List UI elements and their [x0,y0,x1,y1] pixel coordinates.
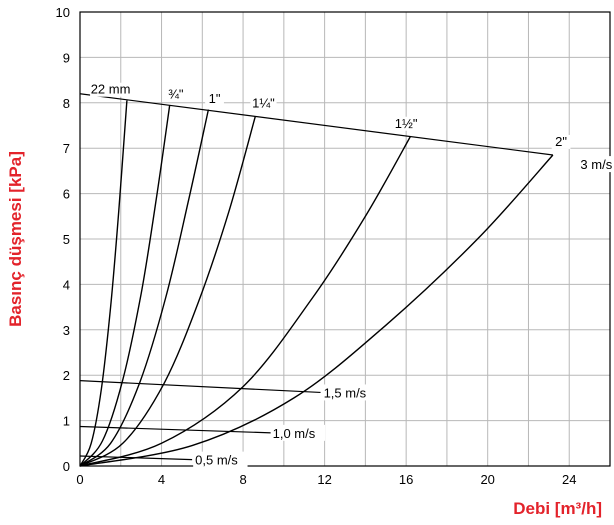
y-tick-label: 2 [63,368,70,383]
pipe-curve [79,109,210,467]
y-tick-label: 1 [63,414,70,429]
y-tick-label: 9 [63,50,70,65]
y-tick-label: 4 [63,277,70,292]
velocity-label: 1,0 m/s [273,426,316,441]
velocity-label: 1,5 m/s [324,385,367,400]
y-tick-label: 7 [63,141,70,156]
plot-frame [79,11,611,467]
velocity-line [79,455,193,461]
velocity-label: 0,5 m/s [195,453,238,468]
label-background [321,384,376,401]
annotations: 22 mm ¾" 1" 1¼" 1½" 2" [90,82,571,149]
y-tick-label: 5 [63,232,70,247]
y-tick-labels: 0 1 2 3 4 5 6 7 8 9 10 [56,5,70,474]
y-tick-label: 10 [56,5,70,20]
pipe-size-label: ¾" [168,86,184,101]
label-background [205,91,224,106]
label-background [270,424,326,441]
pipe-size-label: 2" [555,134,567,149]
y-axis-title: Basınç düşmesi [kPa] [6,151,25,327]
pipe-size-label: 1½" [395,116,418,131]
velocity-line [79,425,272,434]
label-background [166,87,186,102]
x-tick-label: 16 [399,472,413,487]
grid [80,12,610,466]
label-background [193,451,248,468]
y-tick-label: 3 [63,323,70,338]
x-tick-label: 0 [76,472,83,487]
x-tick-labels: 0 4 8 12 16 20 24 [76,472,576,487]
y-tick-label: 0 [63,459,70,474]
x-tick-label: 4 [158,472,165,487]
x-tick-label: 20 [480,472,494,487]
label-background [551,134,571,149]
pipe-curve [79,116,256,467]
label-background [90,82,132,97]
x-tick-label: 12 [317,472,331,487]
velocity-line [79,380,321,394]
pipe-curve [79,136,411,467]
label-background [250,96,277,111]
pipe-size-label: 22 mm [91,82,131,97]
label-background [578,156,614,173]
y-tick-label: 6 [63,187,70,202]
label-background [393,116,420,131]
y-tick-label: 8 [63,96,70,111]
pipe-curve [79,105,171,467]
x-axis-title: Debi [m³/h] [513,499,602,518]
pipe-curve [79,154,554,467]
velocity-label: 3 m/s [580,157,612,172]
pipe-size-label: 1¼" [252,95,275,110]
pipe-curve [79,100,128,467]
velocity-lines: 0,5 m/s 1,0 m/s 1,5 m/s 3 m/s [79,93,614,468]
pipe-curves [79,100,554,467]
x-tick-label: 24 [562,472,576,487]
x-tick-label: 8 [239,472,246,487]
pipe-size-label: 1" [209,91,221,106]
velocity-line [79,93,554,156]
